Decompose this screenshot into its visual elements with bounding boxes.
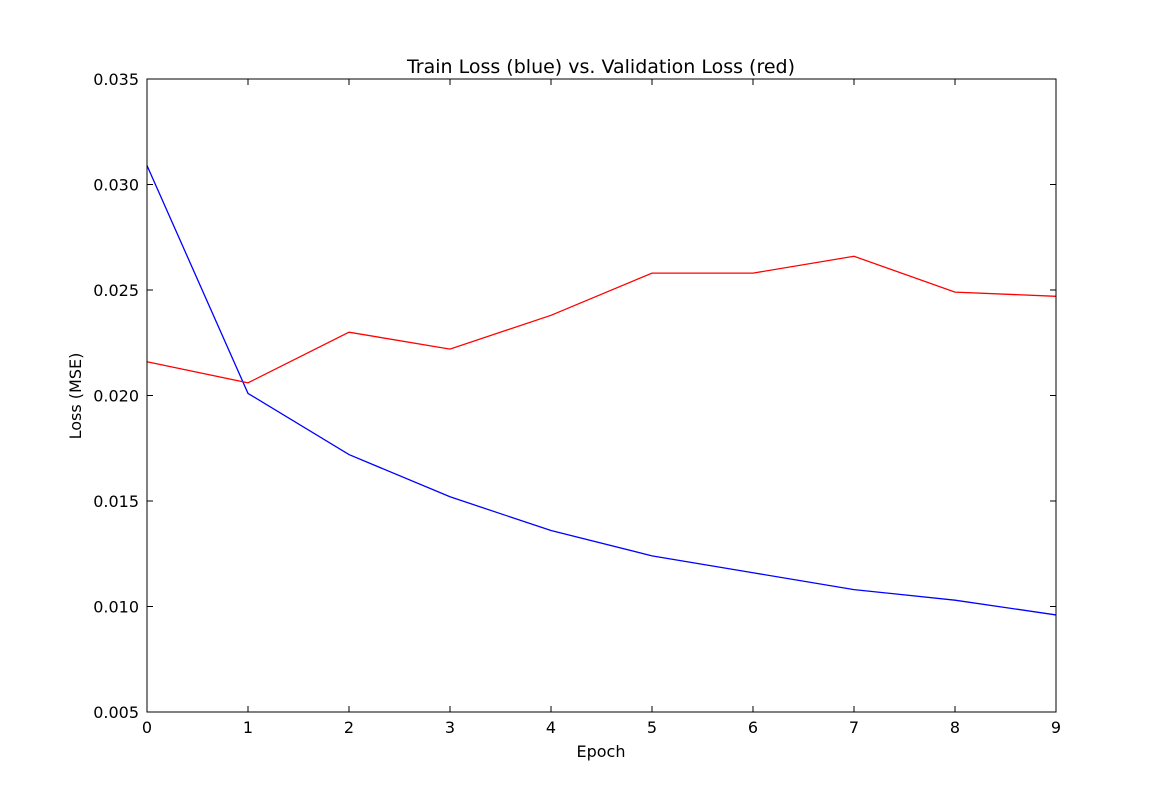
x-tick-label: 8 <box>950 718 960 737</box>
y-axis-label: Loss (MSE) <box>66 353 85 440</box>
x-tick-label: 2 <box>344 718 354 737</box>
y-tick-label: 0.030 <box>93 176 139 195</box>
y-tick-label: 0.035 <box>93 70 139 89</box>
y-tick-label: 0.005 <box>93 703 139 722</box>
series-line-0 <box>146 165 1057 616</box>
series-line-1 <box>146 255 1057 384</box>
y-tick-label: 0.025 <box>93 281 139 300</box>
plot-area-frame <box>146 78 1057 713</box>
x-tick-label: 6 <box>748 718 758 737</box>
series-layer <box>146 165 1057 616</box>
x-axis-label: Epoch <box>577 742 626 761</box>
y-tick-label: 0.015 <box>93 492 139 511</box>
y-tick-label: 0.020 <box>93 387 139 406</box>
y-tick-label: 0.010 <box>93 598 139 617</box>
chart-title: Train Loss (blue) vs. Validation Loss (r… <box>406 56 795 78</box>
x-tick-label: 1 <box>243 718 253 737</box>
ticks-layer: 0 1 2 3 4 5 6 7 8 9 0.005 0.010 0.015 0.020 0.025 0.030… <box>93 70 1061 737</box>
x-tick-label: 9 <box>1051 718 1061 737</box>
x-tick-label: 7 <box>849 718 859 737</box>
x-tick-label: 4 <box>546 718 556 737</box>
x-tick-label: 5 <box>647 718 657 737</box>
x-tick-label: 3 <box>445 718 455 737</box>
x-tick-label: 0 <box>142 718 152 737</box>
